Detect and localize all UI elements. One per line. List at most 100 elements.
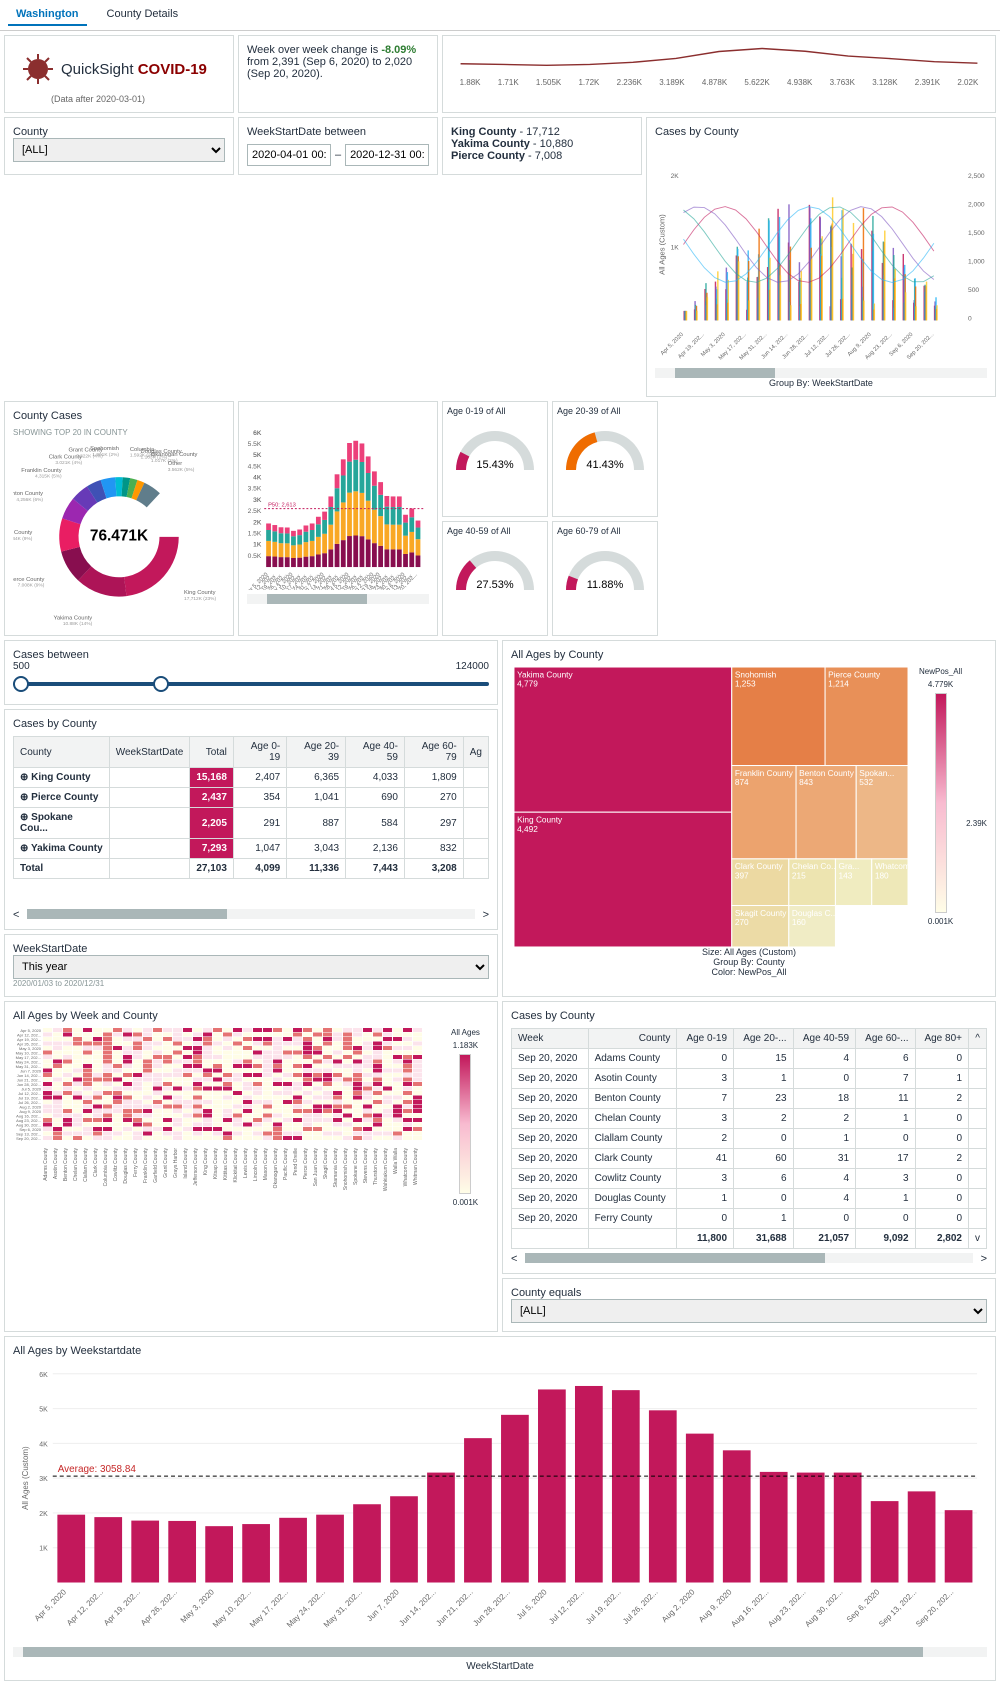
svg-text:Pierce County: Pierce County	[13, 577, 44, 583]
svg-text:Jul 19, 202...: Jul 19, 202...	[584, 1587, 623, 1626]
svg-text:76.471K: 76.471K	[90, 528, 148, 545]
svg-text:Snohomish County: Snohomish County	[343, 1148, 349, 1191]
pivot-scrollbar[interactable]	[27, 909, 474, 919]
header-panel: QuickSight COVID-19 (Data after 2020-03-…	[4, 35, 234, 113]
detail-scroll-right[interactable]: >	[981, 1253, 987, 1265]
svg-text:Pierce County: Pierce County	[303, 1148, 309, 1180]
date-after-label: (Data after 2020-03-01)	[51, 94, 225, 104]
slider-min: 500	[13, 661, 30, 672]
detail-scrollbar[interactable]	[525, 1253, 972, 1263]
svg-text:Douglas County: Douglas County	[123, 1148, 129, 1184]
svg-text:1K: 1K	[671, 244, 680, 251]
svg-text:11.88%: 11.88%	[587, 579, 624, 591]
week-dd-title: WeekStartDate	[13, 943, 489, 955]
svg-text:Whitman County: Whitman County	[413, 1148, 419, 1185]
svg-text:Clallam County: Clallam County	[83, 1148, 89, 1182]
heatmap-panel: All Ages by Week and County Apr 5, 2020A…	[4, 1001, 498, 1332]
svg-text:Average: 3058.84: Average: 3058.84	[58, 1464, 137, 1475]
svg-text:Jul 26, 202...: Jul 26, 202...	[621, 1587, 660, 1626]
svg-text:Lewis County: Lewis County	[243, 1148, 249, 1179]
svg-text:4,256K (6%): 4,256K (6%)	[16, 497, 43, 503]
svg-text:Apr 19, 202...: Apr 19, 202...	[102, 1587, 142, 1627]
svg-text:1.961K (2%): 1.961K (2%)	[92, 452, 119, 458]
treemap-svg[interactable]: Yakima County 4,779 King County 4,492 Sn…	[511, 667, 911, 947]
date-range-label: WeekStartDate between	[247, 126, 429, 138]
tab-washington[interactable]: Washington	[8, 4, 87, 26]
date-from-input[interactable]	[247, 144, 331, 166]
pivot-scroll-right[interactable]: >	[483, 909, 489, 921]
svg-text:Mason County: Mason County	[263, 1148, 269, 1181]
date-range-panel: WeekStartDate between –	[238, 117, 438, 175]
svg-text:All Ages (Custom): All Ages (Custom)	[657, 214, 666, 275]
svg-text:Benton County: Benton County	[63, 1148, 69, 1182]
week-dd[interactable]: This year	[13, 955, 489, 979]
detail-table-panel: Cases by County WeekCountyAge 0-19Age 20…	[502, 1001, 996, 1274]
cbc-scrollbar[interactable]	[655, 368, 987, 378]
svg-text:2,500: 2,500	[968, 173, 985, 180]
detail-scroll-left[interactable]: <	[511, 1253, 517, 1265]
svg-text:Aug 9, 2020: Aug 9, 2020	[697, 1587, 734, 1624]
svg-text:1,000: 1,000	[968, 258, 985, 265]
svg-text:Jul 5, 2020: Jul 5, 2020	[515, 1587, 549, 1621]
svg-text:Other: Other	[168, 461, 182, 467]
svg-text:Aug 2, 2020: Aug 2, 2020	[660, 1587, 697, 1624]
svg-text:27.53%: 27.53%	[476, 579, 514, 591]
hm-legend-bar	[459, 1054, 471, 1194]
svg-text:4K: 4K	[253, 475, 262, 482]
svg-text:Sep 20, 202...: Sep 20, 202...	[914, 1587, 955, 1628]
svg-text:Okanogan County: Okanogan County	[151, 452, 198, 458]
big-bar-title: All Ages by Weekstartdate	[13, 1345, 987, 1357]
big-bar-scrollbar[interactable]	[13, 1647, 987, 1657]
tree-footer: Size: All Ages (Custom)Group By: CountyC…	[511, 947, 987, 977]
pivot-table: CountyWeekStartDateTotalAge 0-19Age 20-3…	[13, 736, 489, 879]
tree-legend-bar	[935, 693, 947, 913]
svg-text:Chelan County: Chelan County	[73, 1148, 79, 1182]
svg-text:2K: 2K	[671, 173, 680, 180]
svg-text:Franklin County: Franklin County	[21, 468, 61, 474]
pivot-scroll-left[interactable]: <	[13, 909, 19, 921]
svg-text:1.5K: 1.5K	[248, 530, 262, 537]
svg-text:Jul 12, 202...: Jul 12, 202...	[547, 1587, 586, 1626]
svg-text:500: 500	[968, 287, 979, 294]
svg-text:Jun 28, 202...: Jun 28, 202...	[471, 1587, 511, 1627]
wow-pct: -8.09%	[381, 44, 416, 56]
covid-icon	[23, 54, 53, 84]
tab-county-details[interactable]: County Details	[99, 4, 187, 26]
svg-text:Island County: Island County	[183, 1148, 189, 1179]
wow-post: from 2,391 (Sep 6, 2020) to 2,020 (Sep 2…	[247, 56, 412, 80]
svg-text:Aug 23, 202...: Aug 23, 202...	[766, 1587, 807, 1628]
big-bar-svg[interactable]: 1K2K3K4K5K6KAverage: 3058.84Apr 5, 2020A…	[13, 1363, 987, 1643]
svg-text:Wahkiakum County: Wahkiakum County	[383, 1148, 389, 1192]
county-dd-label: County	[13, 126, 225, 138]
cases-slider-panel: Cases between 500124000	[4, 640, 498, 705]
donut-title: County Cases	[13, 410, 225, 422]
svg-text:Garfield County: Garfield County	[153, 1148, 159, 1183]
svg-text:6K: 6K	[253, 430, 262, 437]
svg-text:532: 532	[859, 777, 873, 787]
cbc-xlabel: Group By: WeekStartDate	[655, 378, 987, 388]
svg-text:Kittitas County: Kittitas County	[223, 1148, 229, 1181]
stacked-scrollbar[interactable]	[247, 594, 429, 604]
date-to-input[interactable]	[345, 144, 429, 166]
title-quicksight: QuickSight	[61, 61, 134, 78]
svg-text:1K: 1K	[253, 542, 262, 549]
county-dropdown[interactable]: [ALL]	[13, 138, 225, 162]
big-bar-xlabel: WeekStartDate	[13, 1661, 987, 1672]
week-dd-sub: 2020/01/03 to 2020/12/31	[13, 979, 489, 988]
svg-text:Pend Oreille: Pend Oreille	[293, 1148, 299, 1176]
svg-text:Jefferson County: Jefferson County	[193, 1148, 199, 1186]
svg-text:Grant County: Grant County	[163, 1148, 169, 1178]
svg-text:Pacific County: Pacific County	[283, 1148, 289, 1180]
svg-text:2K: 2K	[253, 519, 262, 526]
svg-text:7.008K (9%): 7.008K (9%)	[18, 583, 45, 589]
svg-text:215: 215	[792, 871, 806, 881]
cases-slider[interactable]	[13, 682, 489, 686]
heatmap-svg[interactable]: Apr 5, 2020Apr 12, 202...Apr 19, 202...A…	[13, 1028, 443, 1208]
svg-text:397: 397	[735, 871, 749, 881]
svg-text:All Ages (Custom): All Ages (Custom)	[21, 1446, 30, 1510]
county-equals-dd[interactable]: [ALL]	[511, 1299, 987, 1323]
svg-text:Apr 12, 202...: Apr 12, 202...	[65, 1587, 105, 1627]
svg-text:2.5K: 2.5K	[248, 508, 262, 515]
svg-text:10.88K (14%): 10.88K (14%)	[63, 621, 93, 627]
svg-text:Klickitat County: Klickitat County	[233, 1148, 239, 1183]
